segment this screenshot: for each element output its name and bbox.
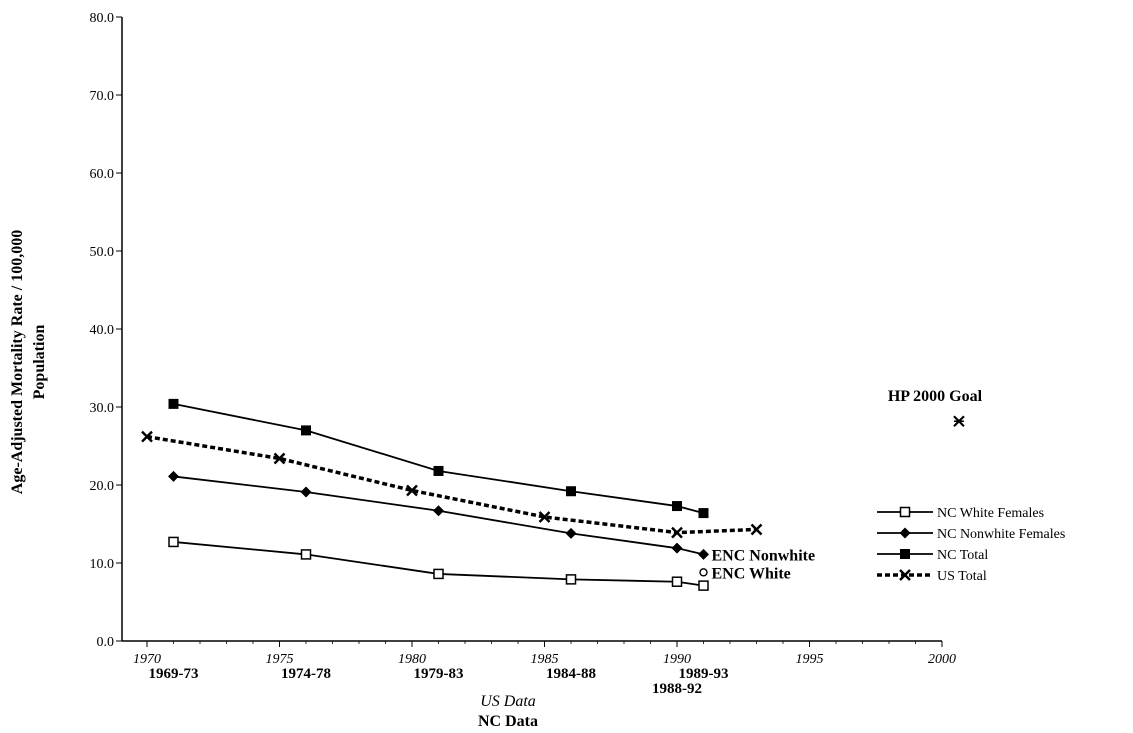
data-point xyxy=(300,549,312,560)
y-axis-label-line1: Age-Adjusted Mortality Rate / 100,000 xyxy=(9,230,26,494)
data-point xyxy=(698,508,709,519)
data-point xyxy=(406,484,418,497)
data-point xyxy=(566,486,576,497)
legend-swatch-marker xyxy=(900,549,910,559)
series-nc-nonwhite-females xyxy=(168,470,709,560)
axes xyxy=(121,17,942,642)
legend-item: NC White Females xyxy=(877,506,1044,521)
x-stroke xyxy=(141,430,153,443)
data-point xyxy=(301,425,311,436)
data-point xyxy=(698,580,709,591)
x-axis-ticks: 1970 1975 1980 1985 1990 1995 2000 xyxy=(133,641,956,667)
y-tick-label: 80.0 xyxy=(90,11,115,26)
data-point xyxy=(168,470,179,482)
data-point xyxy=(141,430,153,443)
y-tick-label: 60.0 xyxy=(90,167,115,182)
nc-period-labels: 1969-73 1974-78 1979-83 1984-88 1989-931988-… xyxy=(149,666,729,697)
data-point xyxy=(671,526,683,539)
x-tick-label: 1995 xyxy=(796,652,824,667)
y-tick-label: 30.0 xyxy=(90,401,115,416)
data-point xyxy=(538,511,551,523)
enc-label: ENC Nonwhite xyxy=(712,547,816,564)
data-point xyxy=(671,542,683,554)
nc-period-label: 1988-92 xyxy=(652,681,702,697)
nc-period-label: 1974-78 xyxy=(281,666,331,682)
data-point xyxy=(433,568,444,580)
x-stroke xyxy=(750,523,763,536)
data-point xyxy=(672,501,682,512)
y-tick-label: 40.0 xyxy=(90,323,115,338)
y-tick-label: 10.0 xyxy=(90,557,115,572)
series-us-total xyxy=(141,430,763,539)
x-stroke xyxy=(899,569,911,581)
y-tick-label: 20.0 xyxy=(90,479,115,494)
data-point xyxy=(565,527,577,539)
data-point xyxy=(565,574,577,585)
legend-label: NC Nonwhite Females xyxy=(937,527,1065,542)
nc-period-label: 1984-88 xyxy=(546,666,596,682)
nc-period-label: 1989-93 xyxy=(679,666,729,682)
series-layer xyxy=(141,398,763,591)
y-tick-label: 0.0 xyxy=(97,635,115,650)
data-point xyxy=(698,548,709,560)
x-stroke xyxy=(273,452,286,465)
legend-label: NC Total xyxy=(937,548,988,563)
data-point xyxy=(168,536,179,548)
x-axis-label-us: US Data xyxy=(480,693,536,710)
x-tick-label: 1980 xyxy=(398,652,426,667)
hp-goal-marker xyxy=(953,415,965,428)
enc-point-marker xyxy=(699,568,708,577)
nc-period-label: 1969-73 xyxy=(149,666,199,682)
data-point xyxy=(300,486,312,498)
hp-goal-label: HP 2000 Goal xyxy=(888,388,983,405)
x-stroke xyxy=(671,526,683,539)
legend-label: US Total xyxy=(937,569,987,584)
x-tick-label: 1970 xyxy=(133,652,161,667)
legend-item: NC Nonwhite Females xyxy=(877,527,1065,542)
enc-label: ENC White xyxy=(712,565,791,582)
y-axis-label-line2: Population xyxy=(31,325,48,400)
x-tick-label: 1985 xyxy=(531,652,559,667)
y-tick-label: 70.0 xyxy=(90,89,115,104)
series-line xyxy=(146,434,757,535)
nc-period-label: 1979-83 xyxy=(414,666,464,682)
x-tick-label: 1975 xyxy=(266,652,294,667)
legend-item: US Total xyxy=(877,569,987,584)
x-tick-label: 1990 xyxy=(663,652,691,667)
data-point xyxy=(671,576,683,587)
data-point xyxy=(433,465,444,476)
legend-swatch-marker xyxy=(899,569,911,581)
x-tick-label: 2000 xyxy=(928,652,956,667)
x-stroke xyxy=(538,511,551,523)
data-point xyxy=(168,398,179,409)
legend-swatch-marker xyxy=(899,506,911,518)
legend-label: NC White Females xyxy=(937,506,1044,521)
legend-item: NC Total xyxy=(877,548,988,563)
series-nc-total xyxy=(168,398,709,519)
data-point xyxy=(273,452,286,465)
data-point xyxy=(433,505,444,517)
legend-swatch-marker xyxy=(899,527,911,539)
data-point xyxy=(750,523,763,536)
legend: NC White Females NC Nonwhite Females NC To… xyxy=(877,506,1065,584)
y-axis-ticks: 0.0 10.0 20.0 30.0 40.0 50.0 60.0 70.0 80.0 xyxy=(90,11,122,650)
x-axis-label-nc: NC Data xyxy=(478,713,538,730)
x-stroke xyxy=(406,484,418,497)
y-tick-label: 50.0 xyxy=(90,245,115,260)
series-nc-white-females xyxy=(168,536,709,591)
